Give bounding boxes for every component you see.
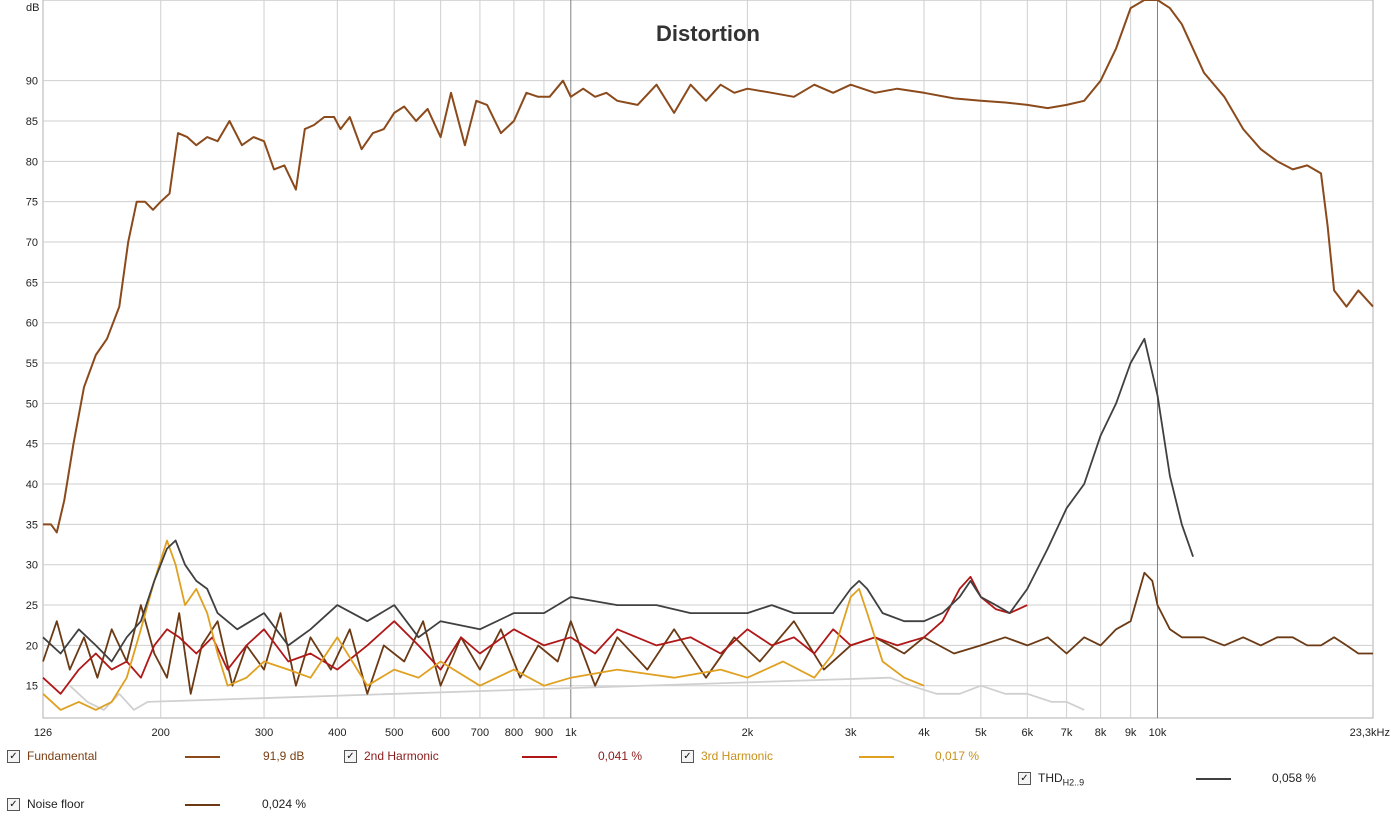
x-tick-label: 700 xyxy=(471,727,489,739)
y-tick-label: 25 xyxy=(26,600,38,612)
legend-fundamental-swatch xyxy=(185,756,220,758)
series-line-noise-floor xyxy=(42,571,1373,695)
y-tick-label: 85 xyxy=(26,116,38,128)
x-tick-label: 200 xyxy=(152,727,170,739)
x-tick-label: 500 xyxy=(385,727,403,739)
legend-2nd-harmonic-swatch xyxy=(522,756,557,758)
legend-2nd-harmonic[interactable]: ✓ 2nd Harmonic 0,041 % xyxy=(344,749,664,767)
x-tick-label: 8k xyxy=(1095,727,1107,739)
legend-noise-floor-swatch xyxy=(185,804,220,806)
y-tick-label: 50 xyxy=(26,398,38,410)
plot-area xyxy=(42,0,1374,719)
y-tick-label: 15 xyxy=(26,681,38,693)
x-tick-label: 300 xyxy=(255,727,273,739)
y-tick-label: 40 xyxy=(26,479,38,491)
x-tick-label: 23,3kHz xyxy=(1350,727,1390,739)
y-tick-label: 35 xyxy=(26,519,38,531)
x-tick-label: 6k xyxy=(1022,727,1034,739)
y-tick-label: 55 xyxy=(26,358,38,370)
legend-noise-floor[interactable]: ✓ Noise floor 0,024 % xyxy=(7,797,327,815)
chart-title: Distortion xyxy=(656,21,760,46)
series-lines xyxy=(42,0,1374,711)
x-tick-label: 4k xyxy=(918,727,930,739)
x-tick-label: 900 xyxy=(535,727,553,739)
y-tick-label: 45 xyxy=(26,439,38,451)
x-tick-label: 2k xyxy=(742,727,754,739)
x-tick-label: 5k xyxy=(975,727,987,739)
legend-thd-label: THDH2..9 xyxy=(1038,771,1085,788)
distortion-chart: 15 20 25 30 35 40 45 50 55 60 65 70 75 80 85 90 126 200 30… xyxy=(26,0,1390,739)
legend-2nd-harmonic-value: 0,041 % xyxy=(598,749,643,763)
y-tick-label: 75 xyxy=(26,197,38,209)
y-tick-label: 60 xyxy=(26,318,38,330)
x-tick-label: 600 xyxy=(431,727,449,739)
y-tick-label: 20 xyxy=(26,640,38,652)
grid xyxy=(43,0,1373,718)
x-tick-label: 9k xyxy=(1125,727,1137,739)
legend-2nd-harmonic-label: 2nd Harmonic xyxy=(364,749,439,763)
legend-thd-value: 0,058 % xyxy=(1272,771,1317,785)
x-tick-label: 3k xyxy=(845,727,857,739)
y-tick-label: 65 xyxy=(26,277,38,289)
checkbox-thd[interactable]: ✓ xyxy=(1018,772,1031,785)
legend-fundamental[interactable]: ✓ Fundamental 91,9 dB xyxy=(7,749,327,767)
checkbox-fundamental[interactable]: ✓ xyxy=(7,750,20,763)
series-line-thd-h2-9 xyxy=(42,337,1194,663)
checkbox-2nd-harmonic[interactable]: ✓ xyxy=(344,750,357,763)
y-tick-label: 30 xyxy=(26,560,38,572)
x-tick-label: 800 xyxy=(505,727,523,739)
legend-3rd-harmonic-label: 3rd Harmonic xyxy=(701,749,774,763)
legend-3rd-harmonic-value: 0,017 % xyxy=(935,749,980,763)
legend-3rd-harmonic-swatch xyxy=(859,756,894,758)
y-tick-label: 80 xyxy=(26,156,38,168)
legend-noise-floor-label: Noise floor xyxy=(27,797,85,811)
x-tick-label: 400 xyxy=(328,727,346,739)
axis-ticks: 15 20 25 30 35 40 45 50 55 60 65 70 75 80 85 90 126 200 30… xyxy=(26,76,1390,739)
legend-fundamental-value: 91,9 dB xyxy=(263,749,305,763)
legend-thd[interactable]: ✓ THDH2..9 0,058 % xyxy=(1018,771,1338,789)
legend-noise-floor-value: 0,024 % xyxy=(262,797,307,811)
y-axis-label: dB xyxy=(26,2,39,14)
x-tick-label: 1k xyxy=(565,727,577,739)
legend: ✓ Fundamental 91,9 dB ✓ 2nd Harmonic 0,0… xyxy=(0,744,1395,819)
checkbox-3rd-harmonic[interactable]: ✓ xyxy=(681,750,694,763)
x-tick-label: 126 xyxy=(34,727,52,739)
y-tick-label: 90 xyxy=(26,76,38,88)
legend-3rd-harmonic[interactable]: ✓ 3rd Harmonic 0,017 % xyxy=(681,749,1001,767)
x-tick-label: 7k xyxy=(1061,727,1073,739)
series-line-fundamental xyxy=(43,0,1374,534)
series-line-2nd-harmonic xyxy=(42,575,1028,695)
y-tick-label: 70 xyxy=(26,237,38,249)
x-tick-label: 10k xyxy=(1149,727,1167,739)
checkbox-noise-floor[interactable]: ✓ xyxy=(7,798,20,811)
legend-fundamental-label: Fundamental xyxy=(27,749,98,763)
legend-thd-swatch xyxy=(1196,778,1231,780)
